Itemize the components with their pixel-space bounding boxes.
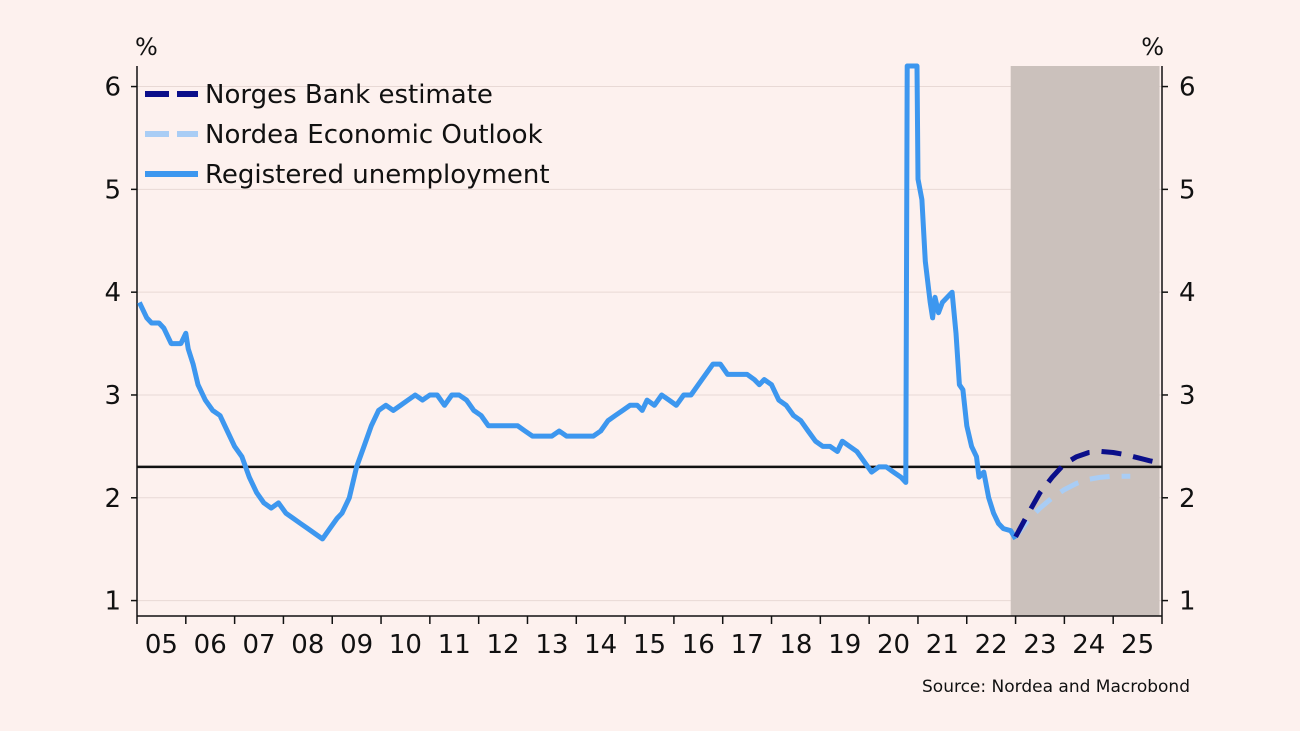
y-tick-label-right: 1 — [1179, 587, 1196, 617]
x-tick-label: 18 — [779, 630, 812, 660]
y-tick-label-right: 4 — [1179, 278, 1196, 308]
x-tick-label: 12 — [487, 630, 520, 660]
x-tick-label: 10 — [389, 630, 422, 660]
axes-layer: 1 12 23 34 45 56 605 06 07 08 09 10 11 12 13 14 15 16 17 18… — [104, 66, 1196, 660]
y-tick-label-left: 6 — [104, 73, 121, 103]
y-tick-label-right: 2 — [1179, 484, 1196, 514]
legend-label: Nordea Economic Outlook — [205, 120, 543, 150]
x-tick-label: 24 — [1072, 630, 1105, 660]
x-tick-label: 14 — [584, 630, 617, 660]
x-tick-label: 20 — [877, 630, 910, 660]
x-tick-label: 25 — [1121, 630, 1154, 660]
series-line-registered-unemployment — [137, 63, 1018, 542]
x-tick-label: 06 — [194, 630, 227, 660]
x-tick-label: 13 — [535, 630, 568, 660]
x-tick-label: 09 — [340, 630, 373, 660]
x-tick-label: 15 — [633, 630, 666, 660]
series-line-nordea-economic-outlook — [1013, 473, 1131, 539]
legend: Norges Bank estimate Nordea Economic Outl… — [145, 80, 550, 190]
legend-label: Norges Bank estimate — [205, 80, 493, 110]
y-tick-label-left: 1 — [104, 587, 121, 617]
y-tick-label-right: 5 — [1179, 175, 1196, 205]
x-tick-label: 05 — [145, 630, 178, 660]
y-tick-label-right: 3 — [1179, 381, 1196, 411]
x-tick-label: 11 — [438, 630, 471, 660]
series-line-norges-bank-estimate — [1013, 449, 1161, 538]
x-tick-label: 16 — [682, 630, 715, 660]
y-tick-label-right: 6 — [1179, 73, 1196, 103]
y-tick-label-left: 5 — [104, 175, 121, 205]
x-tick-label: 19 — [828, 630, 861, 660]
x-tick-label: 17 — [731, 630, 764, 660]
right-axis-unit-label: % — [1141, 33, 1164, 61]
series-layer — [137, 63, 1161, 542]
left-axis-unit-label: % — [135, 33, 158, 61]
y-tick-label-left: 3 — [104, 381, 121, 411]
x-tick-label: 07 — [242, 630, 275, 660]
y-tick-label-left: 2 — [104, 484, 121, 514]
y-tick-label-left: 4 — [104, 278, 121, 308]
legend-label: Registered unemployment — [205, 160, 550, 190]
x-tick-label: 08 — [291, 630, 324, 660]
x-tick-label: 23 — [1023, 630, 1056, 660]
forecast-shading — [1010, 66, 1160, 616]
grid-layer — [137, 86, 1162, 602]
x-tick-label: 22 — [975, 630, 1008, 660]
x-tick-label: 21 — [926, 630, 959, 660]
source-note: Source: Nordea and Macrobond — [922, 677, 1190, 697]
